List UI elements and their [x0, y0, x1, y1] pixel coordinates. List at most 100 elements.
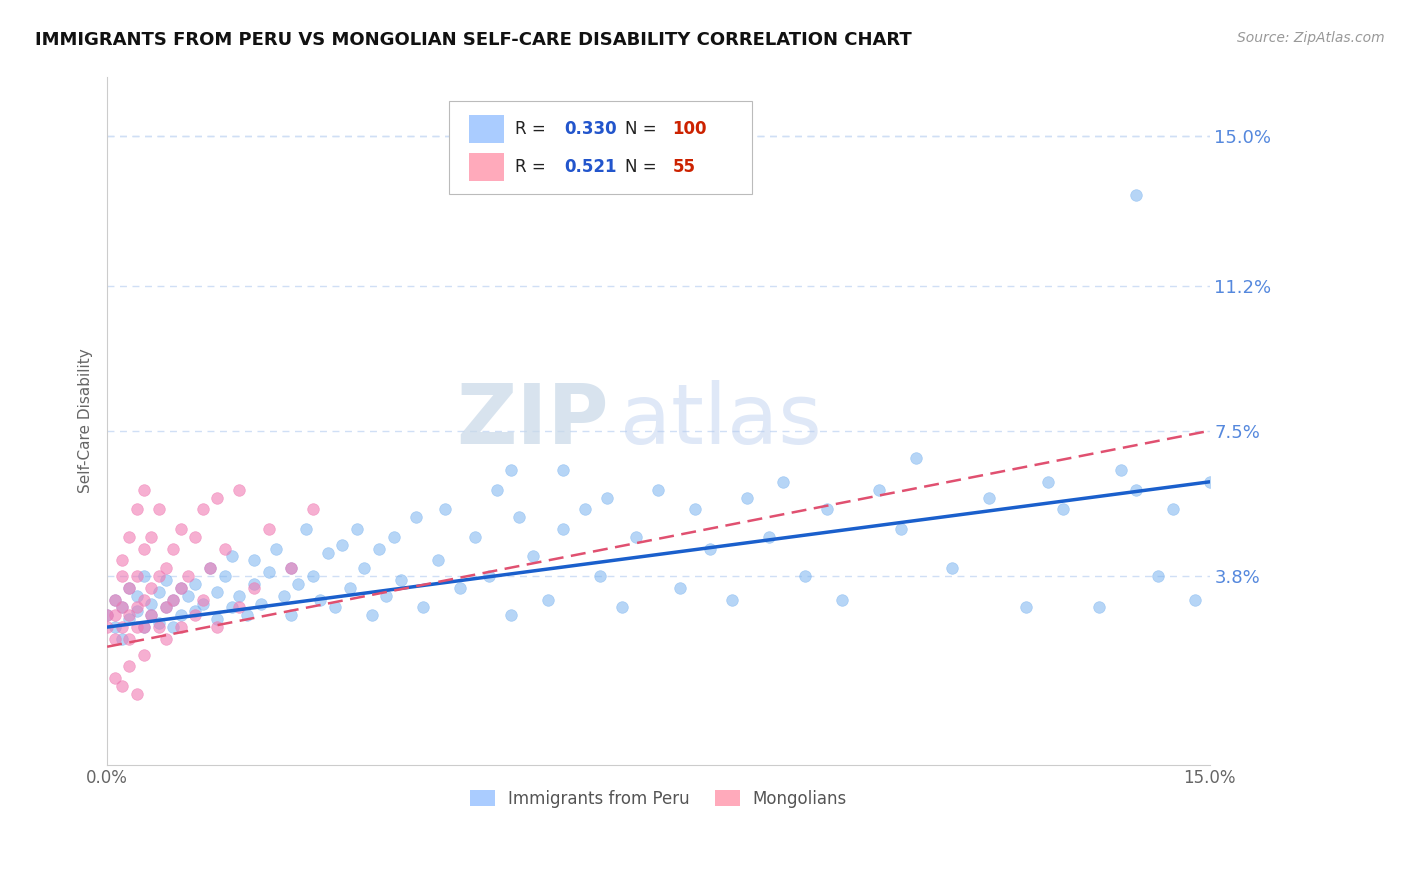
Text: 0.521: 0.521 [565, 158, 617, 176]
Point [389, 573, 412, 587]
Point [1088, 600, 1111, 615]
Point [772, 475, 794, 489]
Point [596, 491, 619, 505]
Text: IMMIGRANTS FROM PERU VS MONGOLIAN SELF-CARE DISABILITY CORRELATION CHART: IMMIGRANTS FROM PERU VS MONGOLIAN SELF-C… [35, 31, 912, 49]
Point [214, 541, 236, 556]
Point [125, 620, 148, 634]
Point [360, 608, 382, 623]
Point [273, 589, 295, 603]
Point [148, 616, 170, 631]
Point [198, 561, 221, 575]
Text: ZIP: ZIP [456, 381, 609, 461]
Point [508, 510, 530, 524]
Point [169, 581, 191, 595]
Point [132, 648, 155, 662]
Point [228, 483, 250, 497]
Point [184, 608, 207, 623]
Point [184, 577, 207, 591]
Point [111, 553, 134, 567]
Point [941, 561, 963, 575]
Point [228, 600, 250, 615]
Point [118, 581, 141, 595]
Text: N =: N = [626, 158, 657, 176]
Point [647, 483, 669, 497]
Point [1125, 483, 1147, 497]
Text: 0.330: 0.330 [565, 120, 617, 138]
Point [132, 483, 155, 497]
Point [720, 592, 742, 607]
Point [191, 502, 214, 516]
Point [815, 502, 838, 516]
Point [280, 561, 302, 575]
Bar [468, 153, 503, 180]
Point [257, 565, 280, 579]
Point [1198, 475, 1220, 489]
Legend: Immigrants from Peru, Mongolians: Immigrants from Peru, Mongolians [463, 783, 853, 814]
Text: Source: ZipAtlas.com: Source: ZipAtlas.com [1237, 31, 1385, 45]
Point [405, 510, 427, 524]
Point [103, 608, 125, 623]
Point [610, 600, 633, 615]
Point [1125, 188, 1147, 202]
Point [118, 612, 141, 626]
Point [287, 577, 309, 591]
Point [132, 541, 155, 556]
Point [103, 632, 125, 646]
Point [346, 522, 368, 536]
Point [831, 592, 853, 607]
Point [125, 502, 148, 516]
Point [904, 451, 927, 466]
Point [302, 569, 325, 583]
Point [551, 463, 574, 477]
Point [626, 530, 648, 544]
Text: R =: R = [515, 158, 546, 176]
Point [1161, 502, 1184, 516]
Point [118, 530, 141, 544]
Point [118, 581, 141, 595]
Point [250, 597, 273, 611]
Point [169, 608, 191, 623]
Point [977, 491, 1000, 505]
Point [551, 522, 574, 536]
Point [426, 553, 449, 567]
Point [207, 584, 229, 599]
Point [111, 600, 134, 615]
Point [155, 600, 177, 615]
Point [141, 597, 163, 611]
Point [683, 502, 706, 516]
Point [118, 632, 141, 646]
FancyBboxPatch shape [449, 102, 752, 194]
Point [162, 541, 184, 556]
Point [302, 502, 325, 516]
Point [141, 608, 163, 623]
Point [96, 608, 118, 623]
Point [177, 589, 200, 603]
Point [1015, 600, 1038, 615]
Point [148, 569, 170, 583]
Point [868, 483, 890, 497]
Point [221, 600, 243, 615]
Point [96, 620, 118, 634]
Point [148, 502, 170, 516]
Point [330, 538, 353, 552]
Point [264, 541, 287, 556]
Point [96, 608, 118, 623]
Point [485, 483, 508, 497]
Point [125, 687, 148, 701]
Bar [468, 115, 503, 143]
Point [132, 620, 155, 634]
Point [1111, 463, 1133, 477]
Point [155, 632, 177, 646]
Text: 55: 55 [672, 158, 696, 176]
Point [735, 491, 758, 505]
Point [207, 612, 229, 626]
Point [501, 463, 523, 477]
Point [243, 577, 266, 591]
Point [132, 592, 155, 607]
Y-axis label: Self-Care Disability: Self-Care Disability [79, 349, 93, 493]
Point [699, 541, 721, 556]
Point [191, 597, 214, 611]
Point [794, 569, 817, 583]
Point [574, 502, 596, 516]
Point [184, 604, 207, 618]
